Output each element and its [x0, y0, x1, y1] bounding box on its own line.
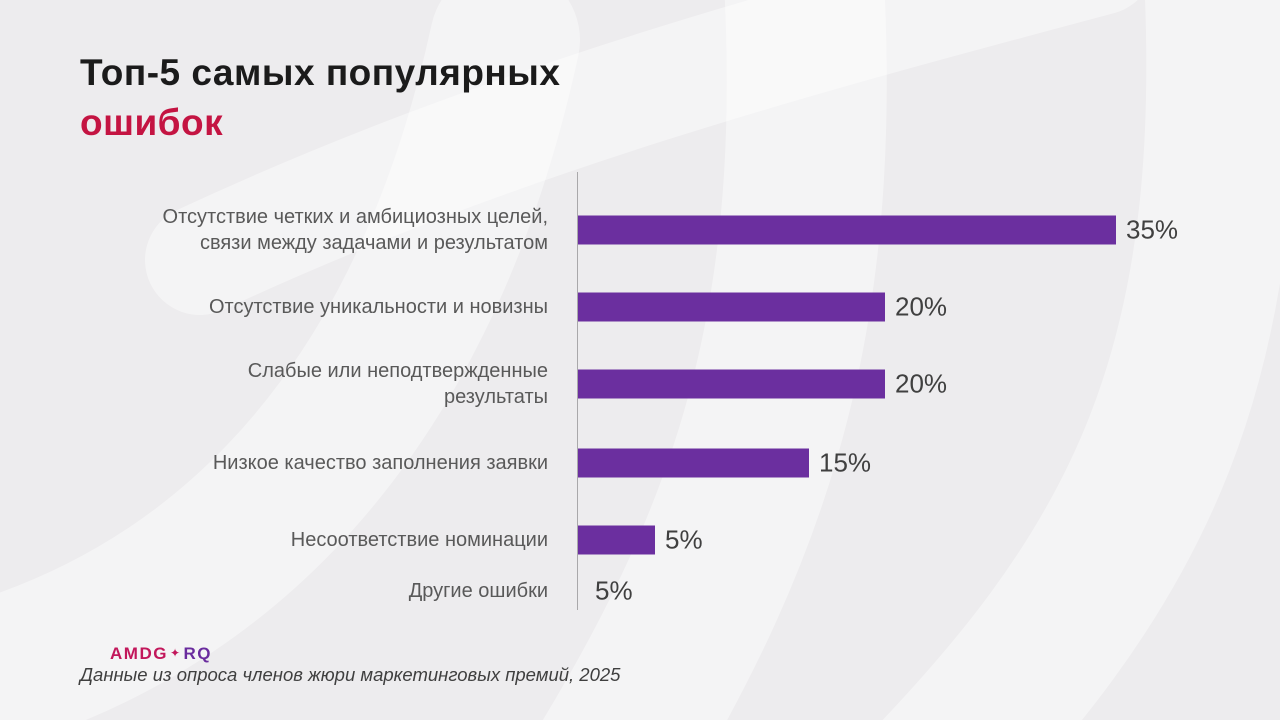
- category-label: Отсутствие четких и амбициозных целей, с…: [162, 206, 548, 254]
- value-label: 5%: [665, 524, 703, 555]
- bar: [578, 448, 809, 478]
- logo-diamond-icon: ✦: [169, 646, 182, 660]
- value-label: 35%: [1126, 214, 1179, 245]
- amdg-rq-logo: AMDG ✦ RQ: [110, 644, 212, 664]
- value-label: 20%: [895, 291, 948, 322]
- category-label: Слабые или неподтвержденные результаты: [247, 360, 548, 408]
- bar: [578, 525, 655, 555]
- source-note: Данные из опроса членов жюри маркетингов…: [80, 664, 621, 685]
- bar: [578, 369, 885, 399]
- bar: [578, 215, 1116, 245]
- chart-title: Топ-5 самых популярных ошибок: [80, 48, 560, 148]
- category-label: Низкое качество заполнения заявки: [212, 452, 548, 474]
- bar: [578, 292, 885, 322]
- category-label: Другие ошибки: [408, 580, 548, 602]
- value-label: 20%: [895, 368, 948, 399]
- value-label: 15%: [819, 447, 872, 478]
- logo-rq-text: RQ: [183, 644, 213, 663]
- logo-amdg-text: AMDG: [110, 644, 168, 663]
- category-label: Несоответствие номинации: [290, 529, 548, 551]
- category-label: Отсутствие уникальности и новизны: [208, 296, 548, 318]
- title-line-1: Топ-5 самых популярных: [80, 52, 561, 93]
- title-line-2: ошибок: [80, 102, 224, 143]
- y-axis-line: [577, 172, 578, 610]
- value-label: 5%: [595, 575, 633, 606]
